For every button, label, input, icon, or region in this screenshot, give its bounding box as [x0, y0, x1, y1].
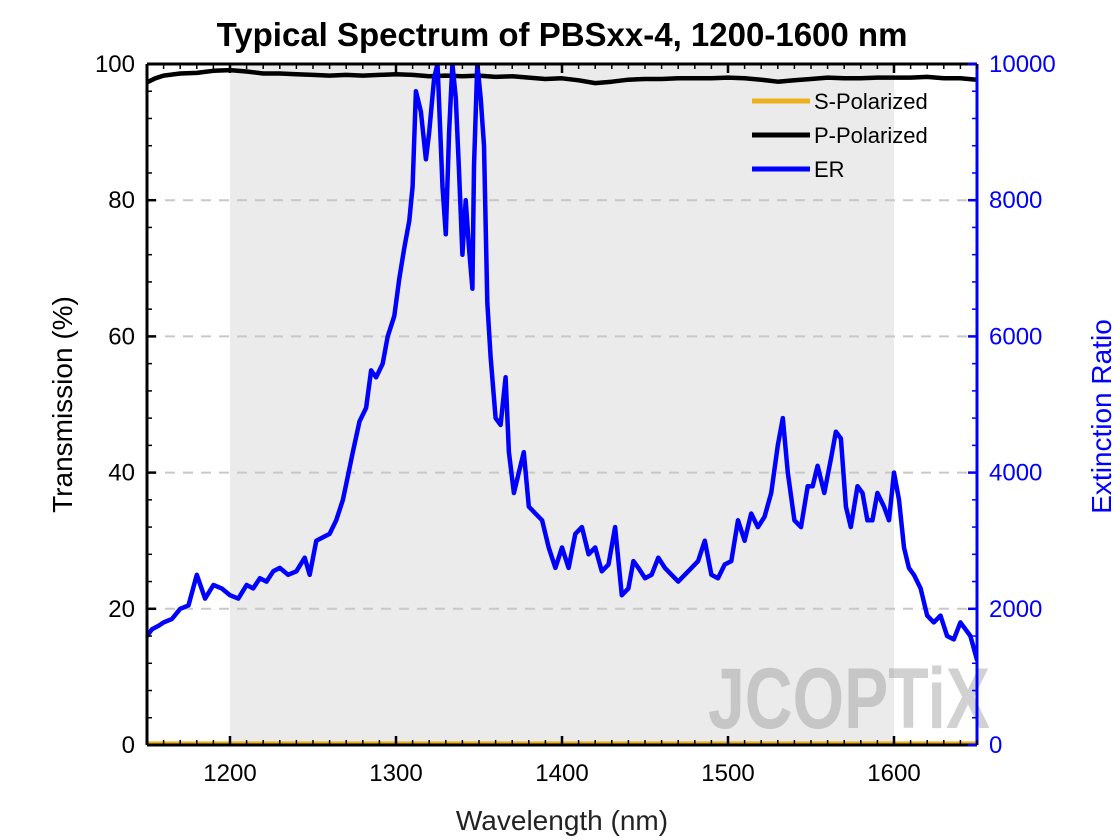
legend-label-p-polarized: P-Polarized: [814, 123, 928, 148]
y-tick-label-right: 8000: [989, 187, 1042, 214]
y-tick-label-left: 20: [108, 596, 135, 623]
y-tick-label-left: 100: [95, 51, 135, 78]
chart-title: Typical Spectrum of PBSxx-4, 1200-1600 n…: [217, 16, 908, 53]
y-axis-left-label: Transmission (%): [47, 296, 78, 513]
x-tick-label: 1500: [701, 760, 754, 787]
y-tick-label-right: 4000: [989, 460, 1042, 487]
legend-label-er: ER: [814, 157, 845, 182]
y-tick-label-left: 80: [108, 187, 135, 214]
x-tick-label: 1600: [867, 760, 920, 787]
y-axis-right-label: Extinction Ratio: [1086, 319, 1117, 514]
y-tick-label-left: 40: [108, 460, 135, 487]
x-axis-label: Wavelength (nm): [456, 805, 668, 836]
y-tick-label-right: 10000: [989, 51, 1056, 78]
y-tick-label-left: 60: [108, 323, 135, 350]
x-tick-label: 1400: [535, 760, 588, 787]
y-tick-label-right: 0: [989, 732, 1002, 759]
watermark-logo: JCOPTiX: [708, 651, 990, 747]
series-line-p-polarized: [147, 67, 977, 86]
y-tick-label-right: 6000: [989, 323, 1042, 350]
tick-labels: 0 20 40 60 80 100 0 2000 4000 6000 8000 10000 1200 13…: [95, 51, 1056, 787]
x-tick-label: 1300: [369, 760, 422, 787]
legend: S-Polarized P-Polarized ER: [752, 89, 928, 182]
operating-band-shade: [230, 64, 894, 745]
grid-lines: [147, 199, 977, 610]
legend-label-s-polarized: S-Polarized: [814, 89, 928, 114]
axes: [145, 62, 979, 747]
series-line-er: [147, 64, 977, 663]
y-tick-label-left: 0: [122, 732, 135, 759]
y-tick-label-right: 2000: [989, 596, 1042, 623]
x-tick-label: 1200: [203, 760, 256, 787]
